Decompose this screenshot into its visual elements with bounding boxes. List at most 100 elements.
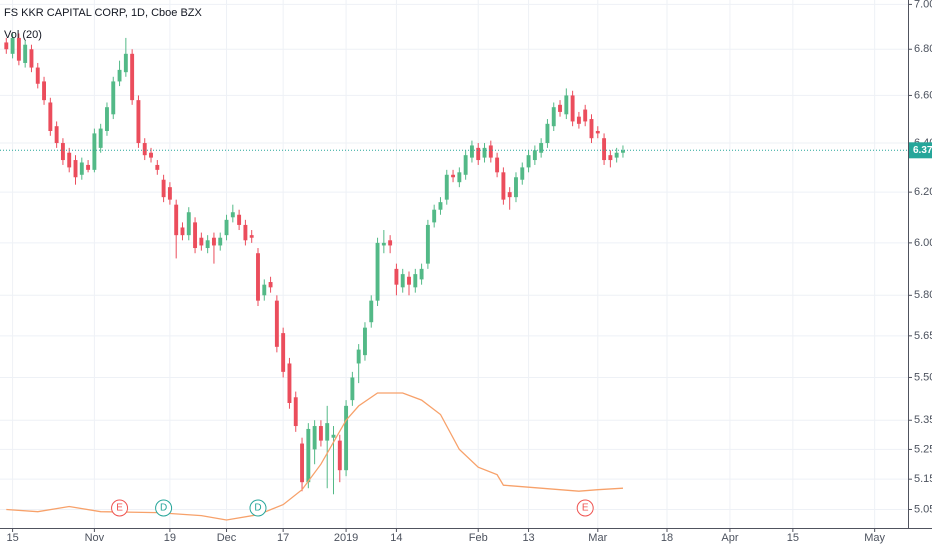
candle-body (123, 53, 128, 73)
y-tick-label: 6.80 (914, 43, 932, 55)
event-label: D (254, 503, 261, 514)
candle-body (249, 235, 254, 238)
event-label: D (160, 503, 167, 514)
candle-body (363, 327, 367, 356)
candle-body (23, 44, 28, 63)
candle-body (457, 172, 462, 183)
event-marker (111, 499, 129, 517)
candle-body (306, 428, 311, 483)
candle-body (325, 423, 330, 441)
event-label: E (582, 503, 589, 514)
candle-body (381, 242, 386, 246)
candle-body (507, 192, 512, 198)
candle-body (167, 187, 172, 200)
x-tick-label: 19 (164, 532, 176, 544)
candle-body (602, 138, 607, 161)
candle-body (407, 276, 411, 285)
y-tick-label: 5.50 (914, 371, 932, 383)
candle-body (356, 349, 361, 364)
candle-body (608, 155, 613, 161)
candle-body (237, 214, 242, 225)
candle-body (595, 130, 600, 134)
event-marker (576, 499, 594, 517)
candle-body (495, 157, 500, 173)
candle-body (375, 242, 380, 301)
candle-body (79, 162, 84, 175)
candle-body (256, 253, 260, 301)
candle-body (576, 116, 581, 124)
candle-body (274, 300, 279, 347)
candle-body (262, 284, 267, 296)
candle-body (476, 147, 481, 161)
candle-body (621, 150, 625, 153)
candle-body (558, 104, 562, 112)
candle-body (60, 143, 65, 161)
candle-body (10, 37, 15, 54)
x-tick-label: Feb (469, 532, 488, 544)
candle-body (224, 219, 229, 236)
y-tick-label: 5.35 (914, 414, 932, 426)
y-tick-label: 6.00 (914, 237, 932, 249)
candle-body (186, 212, 191, 236)
indicator-label: Vol (20) (4, 29, 42, 41)
candle-body (149, 152, 153, 158)
candle-body (350, 377, 355, 401)
candle-body (42, 81, 46, 101)
event-marker (155, 499, 173, 517)
candle-body (520, 167, 525, 180)
candle-body (29, 49, 34, 68)
candle-body (142, 143, 147, 156)
candle-body (570, 95, 575, 122)
candle-body (532, 150, 537, 161)
candle-body (463, 155, 468, 175)
candle-body (16, 37, 21, 61)
candle-body (614, 152, 619, 158)
candle-body (300, 443, 304, 483)
chart-title: FS KKR CAPITAL CORP, 1D, Cboe BZX (4, 7, 203, 19)
candle-body (73, 160, 78, 178)
candle-body (180, 227, 185, 236)
candle-body (432, 209, 437, 223)
candle-body (419, 268, 424, 280)
y-tick-label: 6.60 (914, 89, 932, 101)
candle-body (174, 204, 179, 236)
candle-body (564, 95, 569, 115)
x-tick-label: 18 (661, 532, 673, 544)
candle-body (388, 240, 393, 246)
y-tick-label: 5.25 (914, 443, 932, 455)
candle-body (337, 440, 342, 471)
candle-body (514, 177, 518, 198)
candle-body (136, 100, 141, 144)
candle-body (312, 426, 317, 450)
candle-body (482, 147, 487, 158)
x-tick-label: Dec (217, 532, 237, 544)
candle-body (545, 123, 550, 144)
event-label: E (116, 503, 123, 514)
candle-body (54, 126, 59, 144)
x-tick-label: Nov (85, 532, 105, 544)
candle-body (35, 67, 40, 84)
x-tick-label: 15 (6, 532, 18, 544)
candle-body (583, 109, 588, 122)
candle-body (4, 42, 9, 50)
candle-body (281, 333, 286, 372)
candle-body (218, 237, 223, 246)
candle-body (425, 224, 430, 264)
candle-body (394, 268, 399, 285)
candle-body (501, 172, 506, 200)
y-tick-label: 5.15 (914, 473, 932, 485)
candle-body (268, 282, 273, 288)
x-tick-label: 17 (277, 532, 289, 544)
candle-body (86, 164, 91, 170)
y-tick-label: 6.20 (914, 186, 932, 198)
candle-body (444, 174, 449, 200)
x-tick-label: 13 (522, 532, 534, 544)
x-tick-label: May (864, 532, 885, 544)
candle-body (413, 274, 418, 288)
candle-body (205, 240, 210, 249)
last-price-label: 6.37 (913, 145, 932, 156)
candle-body (111, 81, 116, 115)
candle-body (589, 119, 594, 139)
